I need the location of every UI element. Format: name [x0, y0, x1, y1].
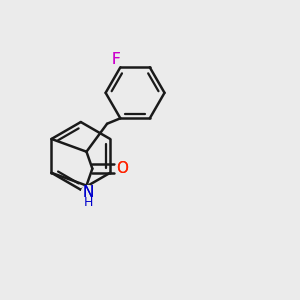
Text: H: H: [83, 196, 93, 209]
Circle shape: [82, 186, 94, 199]
Text: O: O: [116, 160, 128, 175]
Text: F: F: [112, 52, 120, 68]
Text: N: N: [82, 184, 94, 200]
Text: O: O: [116, 161, 128, 176]
Circle shape: [110, 53, 122, 66]
Circle shape: [115, 162, 128, 175]
Text: F: F: [112, 52, 120, 68]
Text: N: N: [82, 184, 94, 200]
